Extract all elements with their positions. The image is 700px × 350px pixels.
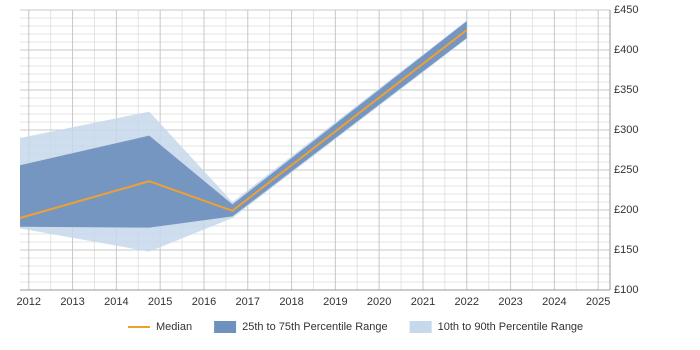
y-tick-label: £200 <box>614 204 638 216</box>
x-tick-label: 2021 <box>411 296 435 308</box>
y-tick-label: £100 <box>614 284 638 296</box>
x-tick-label: 2015 <box>148 296 172 308</box>
legend-swatch <box>214 321 237 333</box>
median-line <box>19 29 468 219</box>
x-tick-label: 2019 <box>323 296 347 308</box>
x-tick-label: 2022 <box>455 296 479 308</box>
legend-swatch <box>409 321 432 333</box>
x-tick-label: 2018 <box>279 296 303 308</box>
x-tick-label: 2012 <box>17 296 41 308</box>
legend-label: 25th to 75th Percentile Range <box>242 321 388 333</box>
y-tick-label: £450 <box>614 4 638 16</box>
x-tick-label: 2024 <box>542 296 566 308</box>
x-tick-label: 2023 <box>498 296 522 308</box>
x-tick-label: 2013 <box>60 296 84 308</box>
y-tick-label: £400 <box>614 44 638 56</box>
y-tick-label: £150 <box>614 244 638 256</box>
y-tick-label: £300 <box>614 124 638 136</box>
y-tick-label: £350 <box>614 84 638 96</box>
y-tick-label: £250 <box>614 164 638 176</box>
x-tick-label: 2017 <box>236 296 260 308</box>
x-tick-label: 2025 <box>586 296 610 308</box>
legend-label: Median <box>156 321 192 333</box>
x-tick-label: 2016 <box>192 296 216 308</box>
x-tick-label: 2020 <box>367 296 391 308</box>
percentile-band <box>20 21 467 228</box>
legend-label: 10th to 90th Percentile Range <box>438 321 584 333</box>
x-tick-label: 2014 <box>104 296 128 308</box>
